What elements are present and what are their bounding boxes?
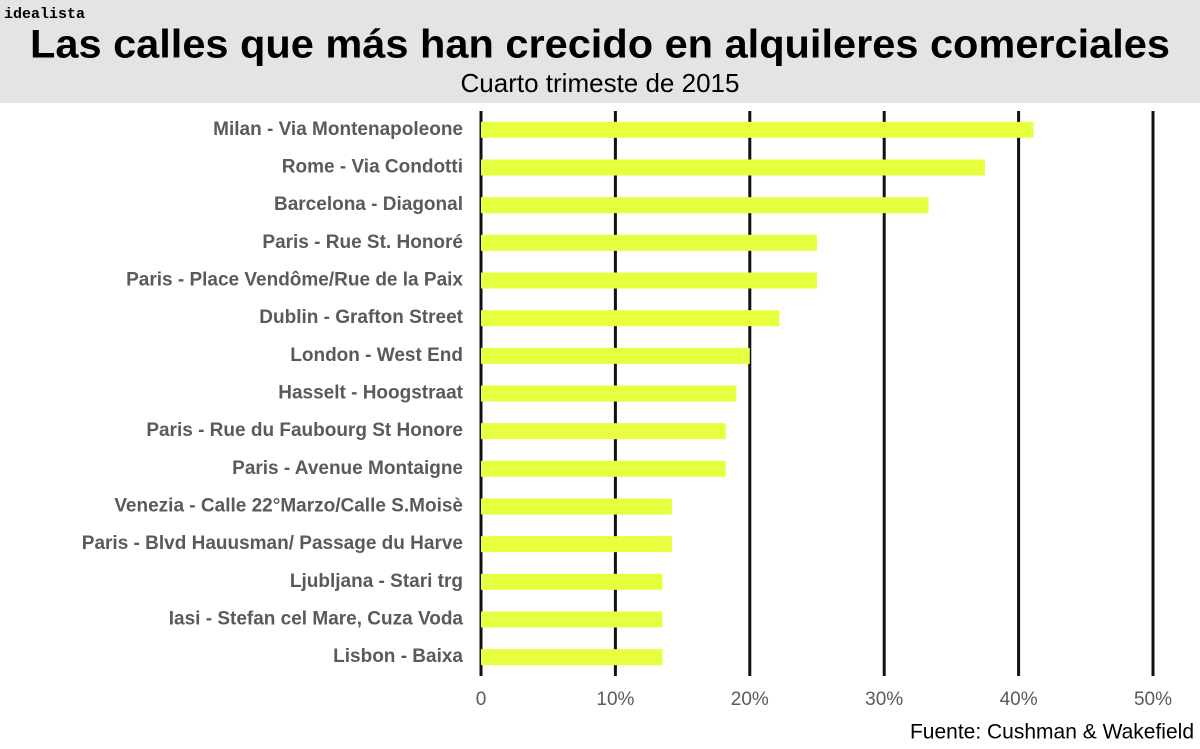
bar	[481, 536, 672, 553]
category-label: Paris - Rue St. Honoré	[262, 232, 463, 253]
category-label: Paris - Rue du Faubourg St Honore	[146, 420, 463, 441]
category-label: Milan - Via Montenapoleone	[213, 119, 463, 140]
x-tick-label: 10%	[596, 689, 634, 710]
category-label: Rome - Via Condotti	[282, 157, 463, 178]
category-label: Venezia - Calle 22°Marzo/Calle S.Moisè	[114, 496, 463, 517]
bar	[481, 347, 750, 364]
bar	[481, 310, 780, 327]
category-label: Paris - Avenue Montaigne	[232, 458, 463, 479]
chart-title: Las calles que más han crecido en alquil…	[30, 23, 1170, 67]
category-label: Paris - Place Vendôme/Rue de la Paix	[126, 270, 463, 291]
category-label: London - West End	[290, 345, 463, 366]
bar	[481, 423, 726, 440]
category-label: Hasselt - Hoogstraat	[278, 383, 463, 404]
category-label: Dublin - Grafton Street	[259, 307, 463, 328]
bar	[481, 649, 663, 666]
bar	[481, 498, 672, 515]
bar	[481, 234, 817, 251]
bar	[481, 159, 985, 176]
bar	[481, 385, 737, 402]
x-tick-label: 50%	[1134, 689, 1172, 710]
x-tick-label: 20%	[731, 689, 769, 710]
bar	[481, 573, 663, 590]
category-label: Paris - Blvd Hauusman/ Passage du Harve	[82, 533, 463, 554]
category-label: Barcelona - Diagonal	[274, 194, 463, 215]
chart-subtitle: Cuarto trimeste de 2015	[461, 68, 740, 98]
x-tick-label: 30%	[865, 689, 903, 710]
header-band	[0, 0, 1200, 103]
bar	[481, 197, 929, 214]
category-label: Lisbon - Baixa	[333, 646, 463, 667]
bar	[481, 460, 726, 477]
category-label: Ljubljana - Stari trg	[290, 571, 463, 592]
bar	[481, 611, 663, 628]
bar	[481, 121, 1034, 138]
category-label: Iasi - Stefan cel Mare, Cuza Voda	[169, 609, 464, 630]
x-tick-label: 40%	[1000, 689, 1038, 710]
bar	[481, 272, 817, 289]
x-tick-label: 0	[476, 689, 487, 710]
source: Fuente: Cushman & Wakefield	[910, 721, 1194, 744]
brand: idealista	[4, 6, 85, 23]
